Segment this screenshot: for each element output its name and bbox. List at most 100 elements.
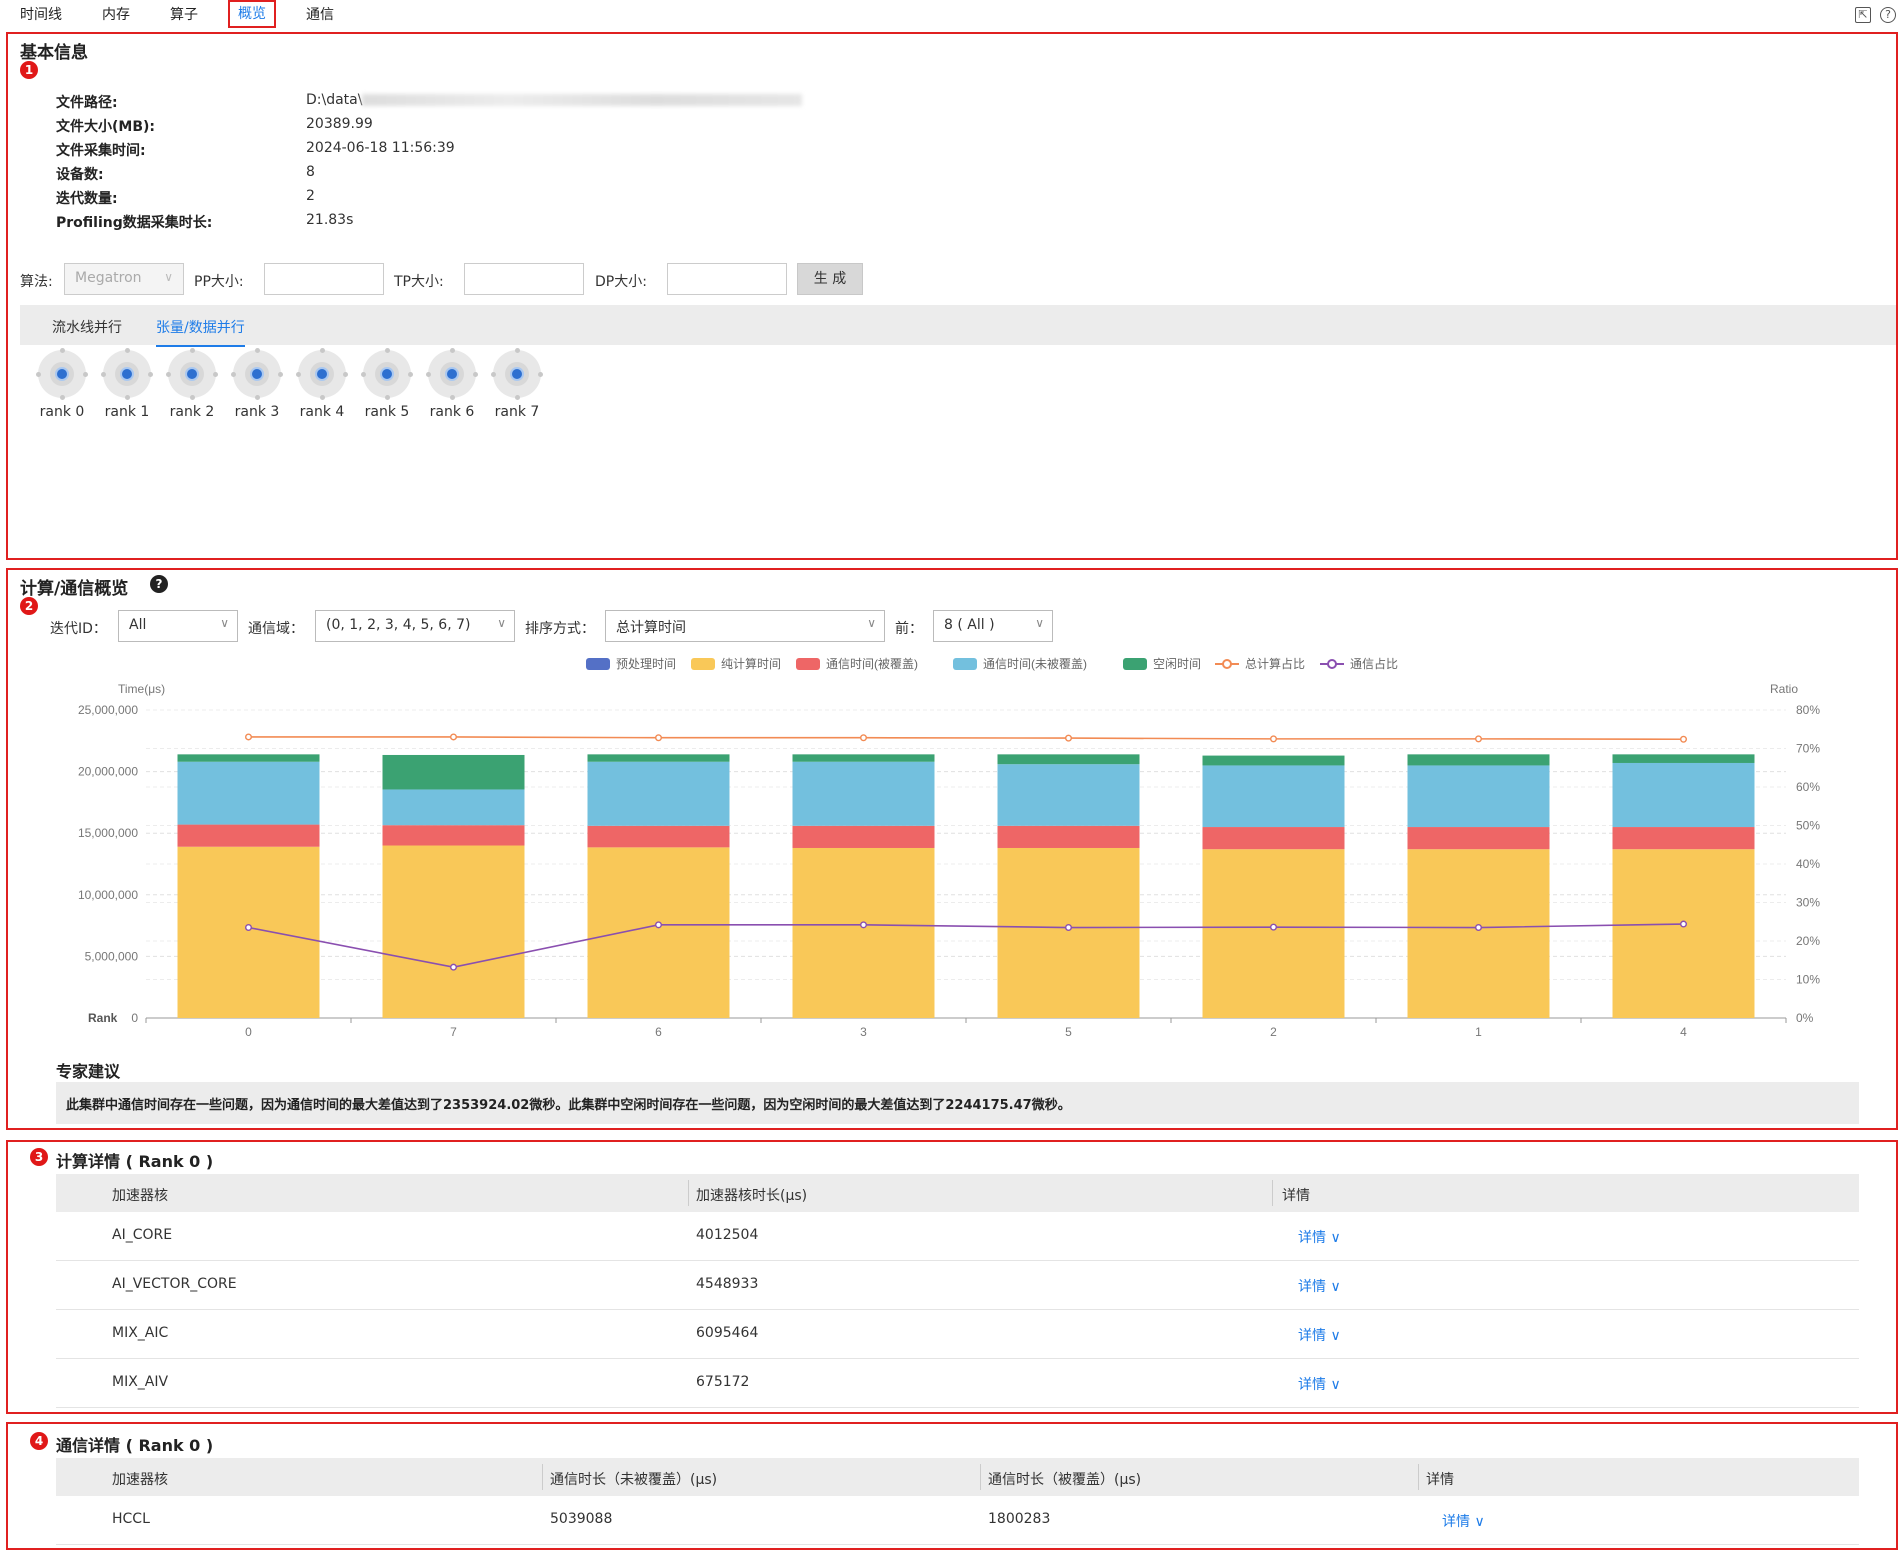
core-name: HCCL — [112, 1511, 150, 1527]
bar-segment — [587, 761, 730, 826]
file-size-value: 20389.99 — [306, 116, 373, 132]
line-point — [860, 921, 868, 929]
rank-label: rank 4 — [299, 404, 345, 420]
top-n-label: 前： — [895, 621, 923, 637]
comm-group-select[interactable]: (0, 1, 2, 3, 4, 5, 6, 7) ∨ — [315, 610, 515, 642]
tp-size-input[interactable] — [464, 263, 584, 295]
legend-label: 纯计算时间 — [721, 656, 781, 671]
help-icon[interactable]: ? — [1880, 7, 1896, 23]
algorithm-label: 算法: — [20, 274, 53, 290]
rank-node[interactable]: rank 5 — [359, 348, 415, 420]
x-tick-label: 0 — [245, 1025, 252, 1039]
col-detail: 详情 — [1426, 1472, 1454, 1488]
line-point — [1679, 735, 1687, 743]
bar-segment — [997, 825, 1140, 848]
section-badge-4: 4 — [30, 1432, 48, 1450]
iteration-id-select[interactable]: All ∨ — [118, 610, 238, 642]
tab-memory[interactable]: 内存 — [102, 7, 130, 23]
col-core: 加速器核 — [112, 1472, 168, 1488]
y-tick-label: 20,000,000 — [78, 765, 138, 779]
col-divider — [1418, 1464, 1419, 1490]
tab-pipeline-parallel[interactable]: 流水线并行 — [52, 320, 122, 336]
collect-time-label: 文件采集时间: — [56, 143, 146, 159]
top-n-select[interactable]: 8 ( All ) ∨ — [933, 610, 1053, 642]
comm-group-label: 通信域： — [248, 621, 304, 637]
table-row: AI_VECTOR_CORE 4548933 详情 ∨ — [56, 1261, 1859, 1310]
uncovered-duration: 5039088 — [550, 1511, 613, 1527]
x-tick-label: 2 — [1270, 1025, 1277, 1039]
help-circle-icon[interactable]: ? — [150, 575, 168, 593]
chevron-down-icon: ∨ — [1330, 1377, 1341, 1393]
basic-info-section — [6, 32, 1898, 560]
legend-label: 总计算占比 — [1245, 656, 1305, 671]
y2-tick-label: 60% — [1796, 780, 1820, 794]
rank-chip-icon — [166, 348, 218, 400]
core-name: MIX_AIV — [112, 1374, 169, 1390]
detail-link[interactable]: 详情 ∨ — [1298, 1230, 1341, 1246]
y-tick-label: 0 — [131, 1011, 138, 1025]
core-duration: 4012504 — [696, 1227, 759, 1243]
rank-chip-icon — [296, 348, 348, 400]
rank-node[interactable]: rank 6 — [424, 348, 480, 420]
line-point — [244, 733, 252, 741]
device-count-label: 设备数: — [56, 167, 104, 183]
dp-size-input[interactable] — [667, 263, 787, 295]
compute-detail-title: 计算详情 ( Rank 0 ) — [56, 1152, 214, 1171]
chevron-down-icon: ∨ — [1330, 1279, 1341, 1295]
line-point — [1064, 734, 1072, 742]
detail-link[interactable]: 详情 ∨ — [1298, 1377, 1341, 1393]
redacted-path — [362, 94, 803, 106]
bar-segment — [997, 847, 1140, 1018]
tab-operator[interactable]: 算子 — [170, 7, 198, 23]
detail-link[interactable]: 详情 ∨ — [1298, 1279, 1341, 1295]
dp-size-label: DP大小: — [595, 274, 647, 290]
sort-select[interactable]: 总计算时间 ∨ — [605, 610, 885, 642]
rank-chip-icon — [491, 348, 543, 400]
tab-tensor-data-parallel[interactable]: 张量/数据并行 — [156, 317, 245, 347]
file-size-label: 文件大小(MB): — [56, 119, 155, 135]
rank-node[interactable]: rank 0 — [34, 348, 90, 420]
bar-segment — [177, 754, 320, 762]
tab-timeline[interactable]: 时间线 — [20, 7, 62, 23]
line-point — [1679, 920, 1687, 928]
legend-swatch — [586, 658, 610, 670]
export-icon[interactable]: ⇱ — [1855, 7, 1871, 23]
rank-node[interactable]: rank 2 — [164, 348, 220, 420]
detail-link[interactable]: 详情 ∨ — [1298, 1328, 1341, 1344]
x-tick-label: 6 — [655, 1025, 662, 1039]
rank-node[interactable]: rank 3 — [229, 348, 285, 420]
rank-node[interactable]: rank 1 — [99, 348, 155, 420]
y-tick-label: 15,000,000 — [78, 826, 138, 840]
rank-node[interactable]: rank 7 — [489, 348, 545, 420]
tab-overview[interactable]: 概览 — [228, 0, 276, 28]
detail-link[interactable]: 详情 ∨ — [1442, 1514, 1485, 1530]
legend-label: 通信时间(未被覆盖) — [983, 657, 1087, 671]
generate-button[interactable]: 生 成 — [797, 263, 863, 295]
col-detail: 详情 — [1282, 1188, 1310, 1204]
x-tick-label: 1 — [1475, 1025, 1482, 1039]
covered-duration: 1800283 — [988, 1511, 1051, 1527]
legend-label: 通信时间(被覆盖) — [826, 657, 918, 671]
table-row: MIX_AIC 6095464 详情 ∨ — [56, 1310, 1859, 1359]
bar-segment — [792, 847, 935, 1018]
bar-segment — [382, 754, 525, 790]
bar-segment — [997, 754, 1140, 765]
comm-detail-section — [6, 1422, 1898, 1550]
algorithm-select[interactable]: Megatron ∨ — [64, 263, 184, 295]
comm-detail-title: 通信详情 ( Rank 0 ) — [56, 1436, 214, 1455]
line-point — [1474, 924, 1482, 932]
rank-node[interactable]: rank 4 — [294, 348, 350, 420]
line-point — [450, 733, 458, 741]
profiling-duration-label: Profiling数据采集时长: — [56, 215, 213, 231]
compute-comm-section — [6, 568, 1898, 1130]
series-line — [248, 736, 1684, 741]
tab-communication[interactable]: 通信 — [306, 7, 334, 23]
legend-marker — [1222, 659, 1232, 669]
bar-segment — [382, 825, 525, 846]
col-divider — [542, 1464, 543, 1490]
chevron-down-icon: ∨ — [1330, 1230, 1341, 1246]
pp-size-input[interactable] — [264, 263, 384, 295]
y-axis-title: Time(μs) — [118, 682, 165, 696]
x-tick-label: 7 — [450, 1025, 457, 1039]
file-path-label: 文件路径: — [56, 95, 118, 111]
